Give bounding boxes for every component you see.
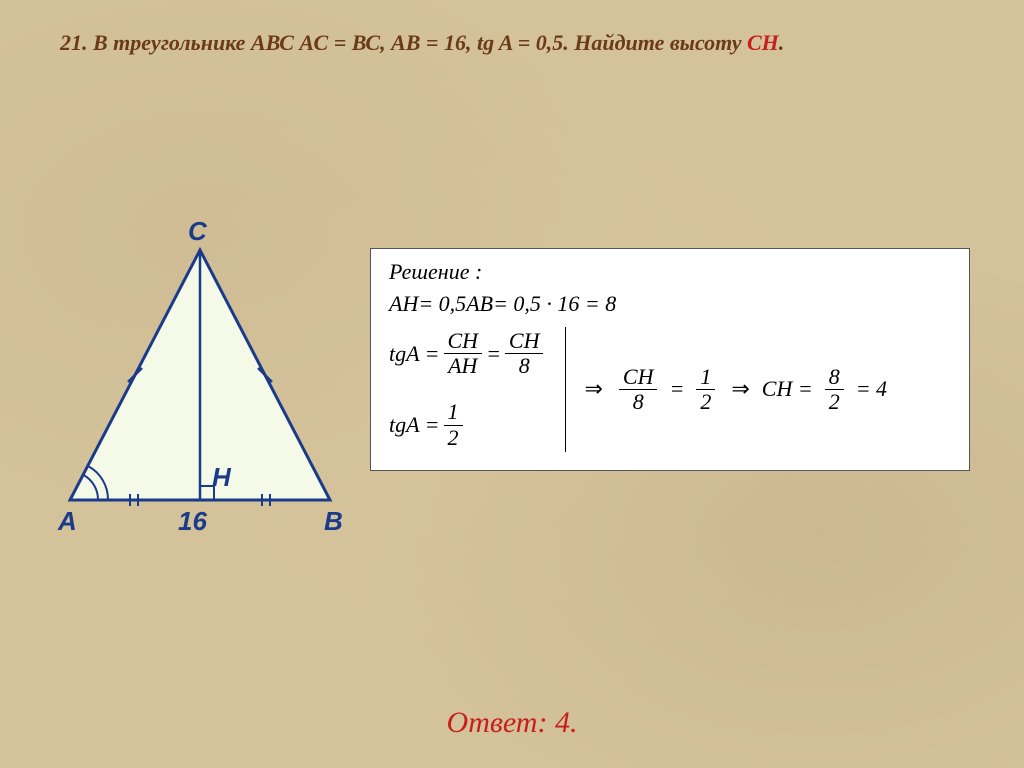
foot-h-label: Н xyxy=(212,462,231,493)
impl1-eq: = xyxy=(669,376,684,402)
l1-p3: = 0,5 · 16 = 8 xyxy=(493,291,616,317)
vertex-c-label: С xyxy=(188,216,207,247)
problem-text-suffix: . xyxy=(779,30,785,55)
frac-1-2-den: 2 xyxy=(444,426,463,450)
vertex-b-label: В xyxy=(324,506,343,537)
implies-1-arrow: ⇒ xyxy=(584,376,602,402)
frac-ch-8-num: CH xyxy=(505,329,544,353)
l1-p1: = 0,5 xyxy=(418,291,466,317)
problem-text-prefix: 21. В треугольнике АВС АС = ВС, АВ = 16,… xyxy=(60,30,747,55)
triangle-diagram: С А В Н 16 xyxy=(40,210,360,540)
problem-statement: 21. В треугольнике АВС АС = ВС, АВ = 16,… xyxy=(60,28,964,58)
solution-columns: tgA = CH AH = CH 8 tgA = 1 2 xyxy=(389,323,951,456)
solution-left-col: tgA = CH AH = CH 8 tgA = 1 2 xyxy=(389,323,565,456)
tga-line-2: tgA = 1 2 xyxy=(389,400,547,449)
l1-p2: AB xyxy=(466,291,493,317)
frac-ch-ah-den: AH xyxy=(444,354,481,378)
frac-ch-ah: CH AH xyxy=(444,329,483,378)
solution-box: Решение : AH = 0,5 AB = 0,5 · 16 = 8 tgA… xyxy=(370,248,970,471)
frac-ch8-r-num: CH xyxy=(619,365,658,389)
frac-ch8-r: CH 8 xyxy=(619,365,658,414)
frac-12-r-den: 2 xyxy=(696,390,715,414)
frac-1-2-num: 1 xyxy=(444,400,463,424)
tga-line-1: tgA = CH AH = CH 8 xyxy=(389,329,547,378)
tga1-eq: = xyxy=(486,341,501,367)
solution-title: Решение : xyxy=(389,259,951,285)
answer-label: Ответ: xyxy=(447,706,555,739)
frac-ch-8: CH 8 xyxy=(505,329,544,378)
frac-12-r-num: 1 xyxy=(696,365,715,389)
solution-line-1: AH = 0,5 AB = 0,5 · 16 = 8 xyxy=(389,291,951,317)
answer-line: Ответ: 4. xyxy=(0,706,1024,740)
l1-p0: AH xyxy=(389,291,418,317)
frac-12-r: 1 2 xyxy=(696,365,715,414)
frac-ch-8-den: 8 xyxy=(515,354,534,378)
solution-right-col: ⇒ CH 8 = 1 2 ⇒ CH = 8 2 = 4 xyxy=(566,365,887,414)
frac-8-2-num: 8 xyxy=(825,365,844,389)
vertex-a-label: А xyxy=(58,506,77,537)
problem-highlight: СН xyxy=(747,30,779,55)
impl2-lhs: CH = xyxy=(762,376,813,402)
answer-value: 4. xyxy=(555,706,578,739)
triangle-svg xyxy=(40,210,360,540)
tga2-lhs: tgA = xyxy=(389,412,440,438)
frac-1-2: 1 2 xyxy=(444,400,463,449)
frac-8-2-den: 2 xyxy=(825,390,844,414)
frac-8-2: 8 2 xyxy=(825,365,844,414)
tga1-lhs: tgA = xyxy=(389,341,440,367)
base-length-label: 16 xyxy=(178,506,207,537)
impl2-eq: = 4 xyxy=(856,376,887,402)
frac-ch-ah-num: CH xyxy=(444,329,483,353)
frac-ch8-r-den: 8 xyxy=(629,390,648,414)
implies-2-arrow: ⇒ xyxy=(731,376,749,402)
